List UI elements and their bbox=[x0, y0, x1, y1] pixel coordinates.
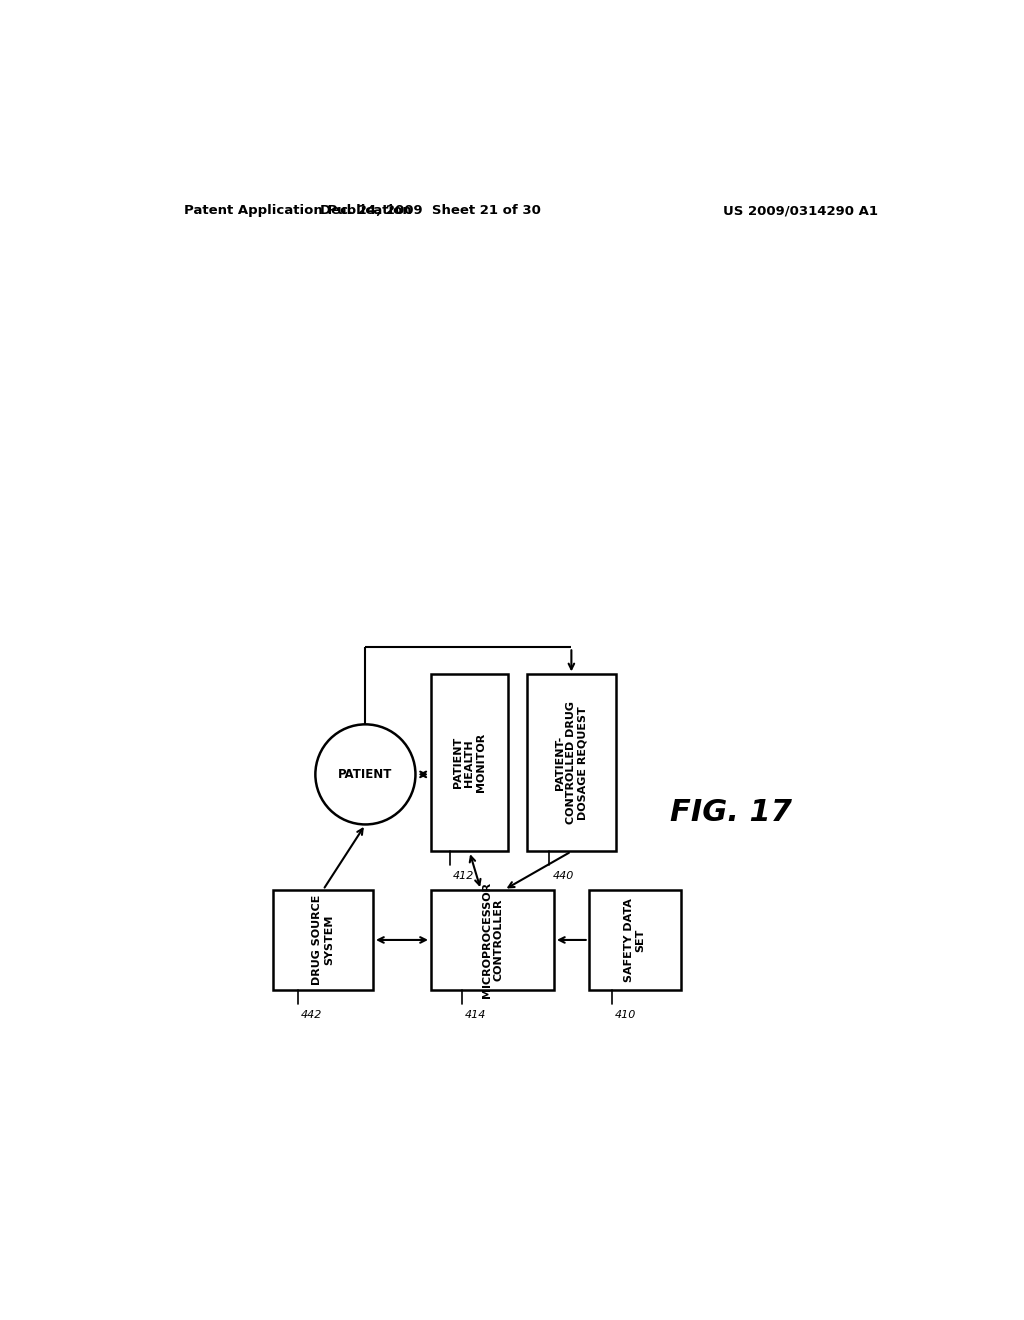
Text: Patent Application Publication: Patent Application Publication bbox=[184, 205, 413, 218]
Bar bbox=[273, 890, 373, 990]
Ellipse shape bbox=[315, 725, 416, 825]
Bar bbox=[527, 675, 615, 851]
Text: DRUG SOURCE
SYSTEM: DRUG SOURCE SYSTEM bbox=[312, 895, 334, 985]
Text: SAFETY DATA
SET: SAFETY DATA SET bbox=[624, 898, 646, 982]
Text: Dec. 24, 2009  Sheet 21 of 30: Dec. 24, 2009 Sheet 21 of 30 bbox=[321, 205, 542, 218]
Text: PATIENT: PATIENT bbox=[338, 768, 392, 781]
Bar bbox=[431, 890, 554, 990]
Text: US 2009/0314290 A1: US 2009/0314290 A1 bbox=[723, 205, 878, 218]
Text: 442: 442 bbox=[301, 1010, 323, 1020]
Bar bbox=[589, 890, 681, 990]
Text: 440: 440 bbox=[552, 871, 573, 882]
Text: PATIENT-
CONTROLLED DRUG
DOSAGE REQUEST: PATIENT- CONTROLLED DRUG DOSAGE REQUEST bbox=[555, 701, 588, 825]
Text: MICROPROCESSOR
CONTROLLER: MICROPROCESSOR CONTROLLER bbox=[481, 882, 503, 998]
Bar bbox=[431, 675, 508, 851]
Text: FIG. 17: FIG. 17 bbox=[670, 799, 792, 828]
Text: 412: 412 bbox=[454, 871, 474, 882]
Text: 414: 414 bbox=[465, 1010, 486, 1020]
Text: 410: 410 bbox=[614, 1010, 636, 1020]
Text: PATIENT
HEALTH
MONITOR: PATIENT HEALTH MONITOR bbox=[453, 733, 486, 792]
